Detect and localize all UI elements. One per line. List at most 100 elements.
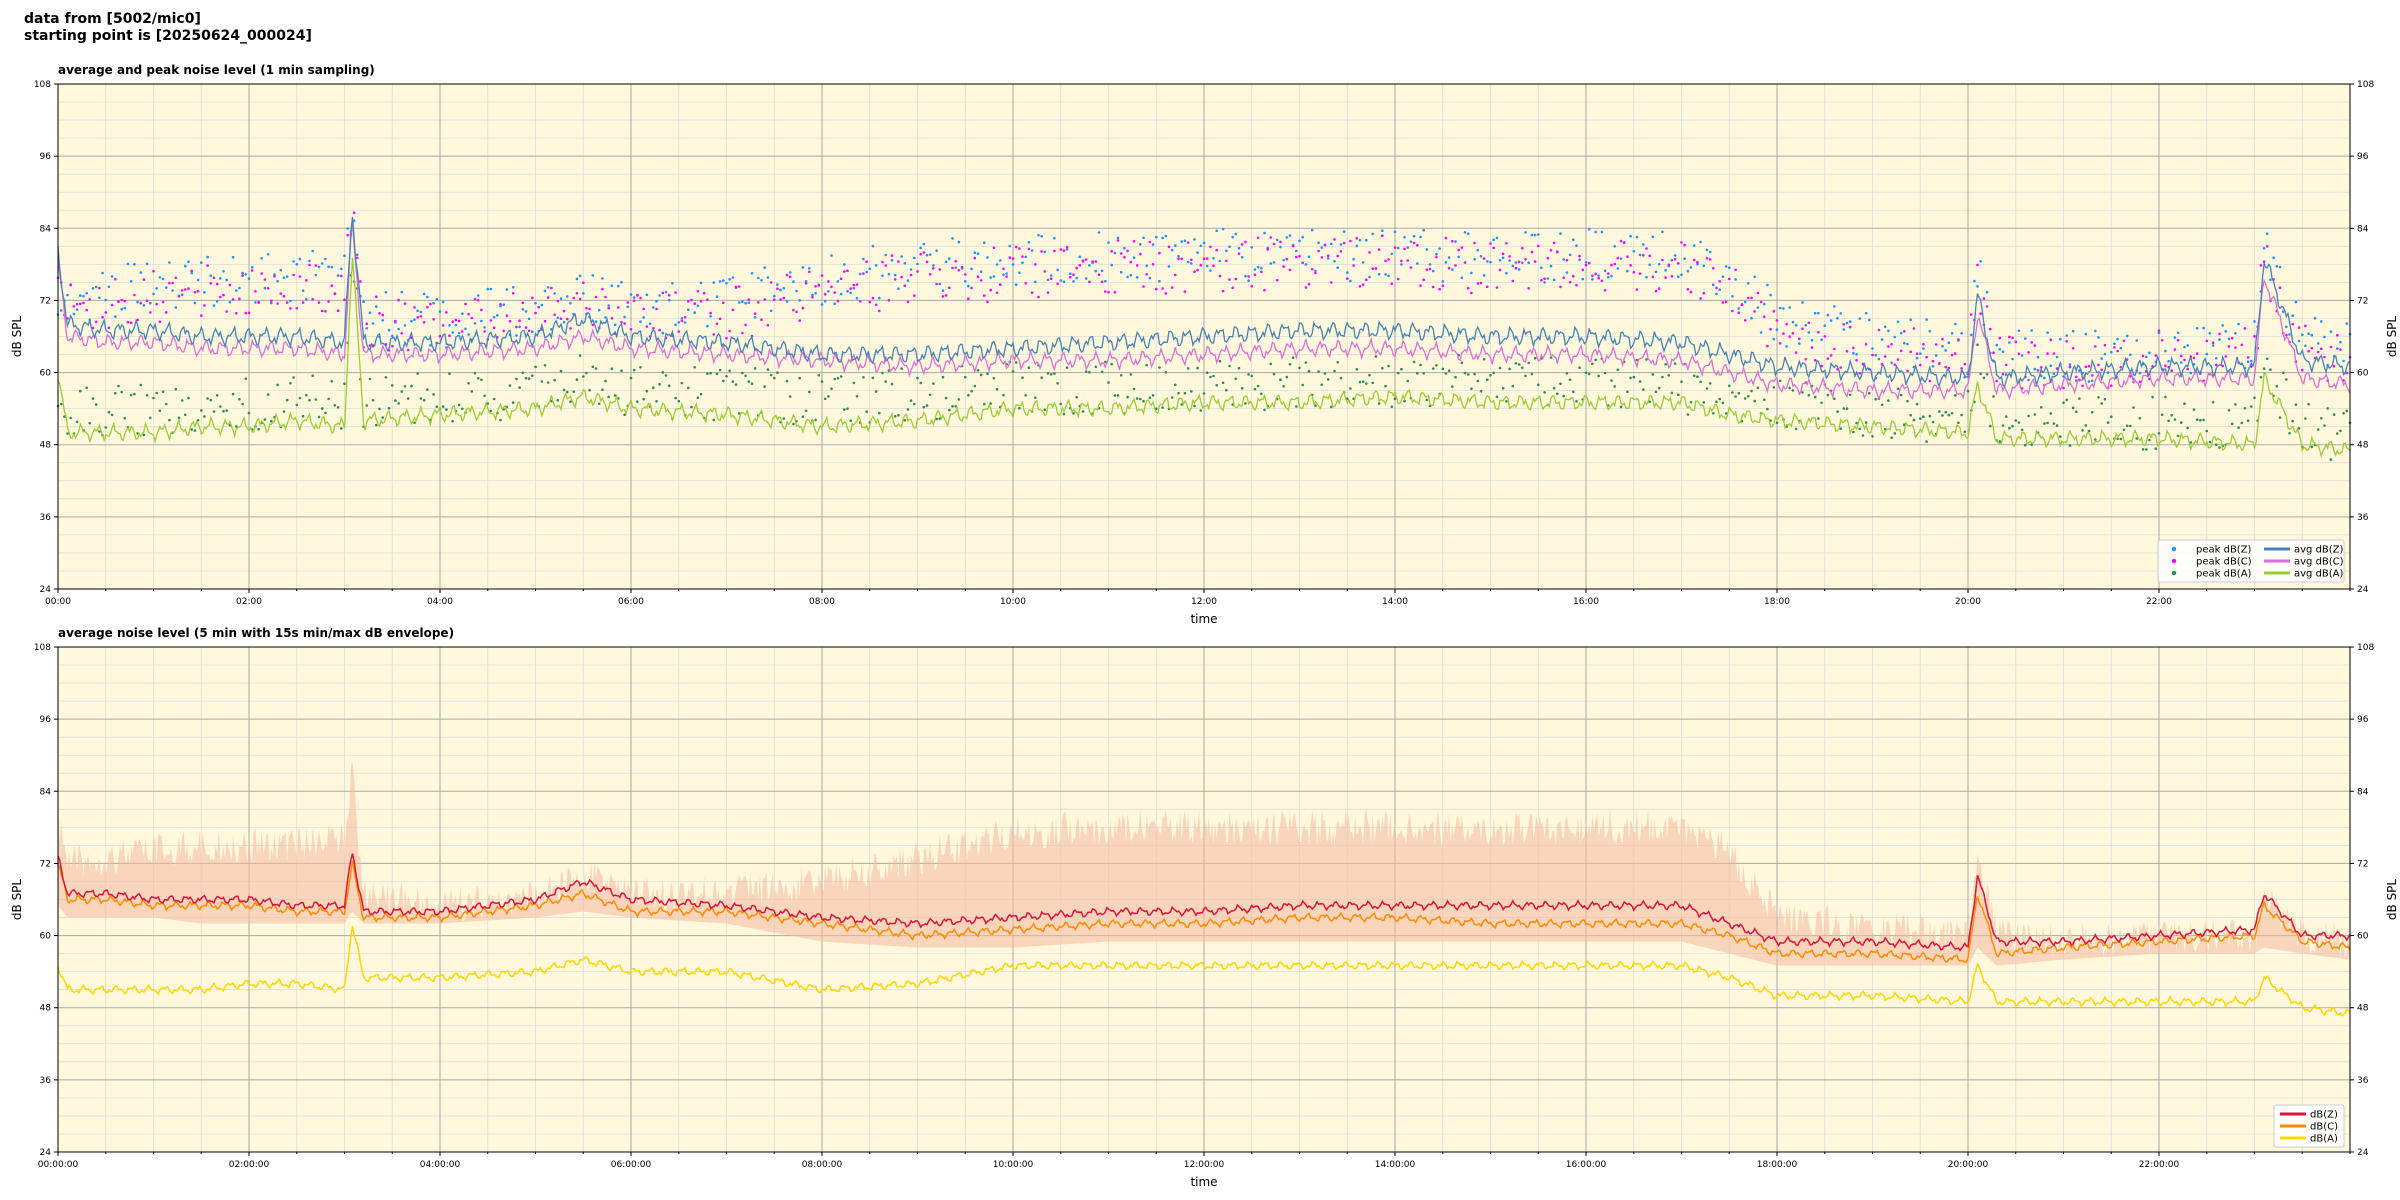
scatter-point bbox=[645, 389, 649, 393]
scatter-point bbox=[1603, 289, 1607, 292]
scatter-point bbox=[954, 260, 957, 263]
scatter-point bbox=[546, 381, 550, 384]
scatter-point bbox=[632, 299, 636, 303]
scatter-point bbox=[441, 405, 445, 408]
scatter-point bbox=[629, 376, 633, 380]
scatter-point bbox=[305, 393, 308, 397]
scatter-point bbox=[66, 432, 69, 435]
scatter-point bbox=[709, 371, 712, 375]
scatter-point bbox=[1645, 358, 1648, 361]
x-tick-label: 12:00 bbox=[1191, 597, 1217, 607]
scatter-point bbox=[1110, 250, 1113, 253]
scatter-point bbox=[2294, 300, 2298, 304]
scatter-point bbox=[728, 329, 731, 333]
scatter-point bbox=[932, 264, 935, 267]
scatter-point bbox=[1307, 369, 1311, 373]
scatter-point bbox=[196, 419, 200, 422]
scatter-point bbox=[1065, 366, 1069, 369]
scatter-point bbox=[1040, 376, 1043, 380]
scatter-point bbox=[1034, 280, 1037, 284]
scatter-point bbox=[1845, 321, 1849, 325]
scatter-point bbox=[333, 292, 337, 296]
scatter-point bbox=[836, 299, 840, 303]
x-tick-label: 04:00:00 bbox=[420, 1160, 461, 1170]
scatter-point bbox=[534, 311, 537, 315]
scatter-point bbox=[114, 277, 117, 281]
scatter-point bbox=[1533, 233, 1537, 237]
scatter-point bbox=[1848, 325, 1852, 329]
scatter-point bbox=[1998, 440, 2002, 443]
scatter-point bbox=[1858, 427, 1862, 431]
scatter-point bbox=[82, 301, 85, 305]
scatter-point bbox=[2234, 346, 2237, 349]
scatter-point bbox=[951, 266, 954, 270]
scatter-point bbox=[1976, 285, 1979, 288]
scatter-point bbox=[1514, 362, 1518, 365]
scatter-point bbox=[120, 298, 123, 302]
scatter-point bbox=[1441, 284, 1445, 288]
scatter-point bbox=[954, 405, 957, 408]
x-tick-label: 20:00 bbox=[1955, 597, 1981, 607]
scatter-point bbox=[2090, 410, 2094, 414]
scatter-point bbox=[1116, 239, 1120, 242]
scatter-point bbox=[683, 316, 687, 319]
scatter-point bbox=[2046, 331, 2049, 335]
scatter-point bbox=[1686, 269, 1690, 273]
scatter-point bbox=[1756, 386, 1760, 390]
scatter-point bbox=[2227, 345, 2231, 348]
scatter-point bbox=[2141, 354, 2145, 358]
scatter-point bbox=[938, 417, 942, 420]
legend-label: avg dB(C) bbox=[2294, 557, 2344, 568]
scatter-point bbox=[2017, 329, 2021, 333]
scatter-point bbox=[1772, 337, 1776, 341]
scatter-point bbox=[1167, 265, 1171, 268]
scatter-point bbox=[2055, 424, 2059, 427]
scatter-point bbox=[203, 291, 206, 294]
scatter-point bbox=[1441, 367, 1445, 371]
scatter-point bbox=[785, 273, 789, 277]
scatter-point bbox=[970, 267, 973, 271]
scatter-point bbox=[457, 403, 461, 407]
scatter-point bbox=[1724, 265, 1728, 268]
scatter-point bbox=[1377, 248, 1381, 251]
scatter-point bbox=[862, 257, 865, 261]
scatter-point bbox=[2237, 322, 2240, 326]
scatter-point bbox=[1677, 393, 1680, 397]
scatter-point bbox=[136, 432, 139, 435]
scatter-point bbox=[820, 380, 824, 383]
scatter-point bbox=[1244, 274, 1247, 278]
scatter-point bbox=[1075, 396, 1078, 399]
scatter-point bbox=[1339, 250, 1343, 253]
scatter-point bbox=[556, 316, 560, 320]
scatter-point bbox=[1651, 235, 1655, 239]
y-tick-label-right: 108 bbox=[2357, 80, 2374, 90]
scatter-point bbox=[225, 278, 228, 282]
scatter-point bbox=[1845, 350, 1849, 353]
scatter-point bbox=[406, 348, 410, 352]
scatter-point bbox=[2170, 413, 2173, 417]
scatter-point bbox=[2103, 343, 2107, 347]
scatter-point bbox=[1447, 256, 1451, 259]
scatter-point bbox=[454, 323, 458, 327]
scatter-point bbox=[1361, 261, 1365, 264]
scatter-point bbox=[1059, 279, 1063, 282]
scatter-point bbox=[196, 278, 200, 282]
scatter-point bbox=[1250, 284, 1254, 288]
scatter-point bbox=[1250, 246, 1254, 249]
legend-label: avg dB(A) bbox=[2294, 569, 2344, 580]
scatter-point bbox=[2097, 363, 2100, 367]
scatter-point bbox=[1365, 238, 1368, 242]
scatter-point bbox=[324, 310, 327, 313]
scatter-point bbox=[1899, 349, 1903, 353]
scatter-point bbox=[2116, 437, 2119, 441]
scatter-point bbox=[1906, 399, 1909, 403]
scatter-point bbox=[712, 418, 716, 422]
scatter-point bbox=[855, 296, 859, 300]
scatter-point bbox=[203, 415, 206, 418]
scatter-point bbox=[1842, 407, 1846, 410]
scatter-point bbox=[1416, 262, 1419, 265]
scatter-point bbox=[1393, 246, 1397, 249]
scatter-point bbox=[263, 278, 267, 281]
scatter-point bbox=[492, 397, 496, 401]
scatter-point bbox=[795, 289, 798, 293]
